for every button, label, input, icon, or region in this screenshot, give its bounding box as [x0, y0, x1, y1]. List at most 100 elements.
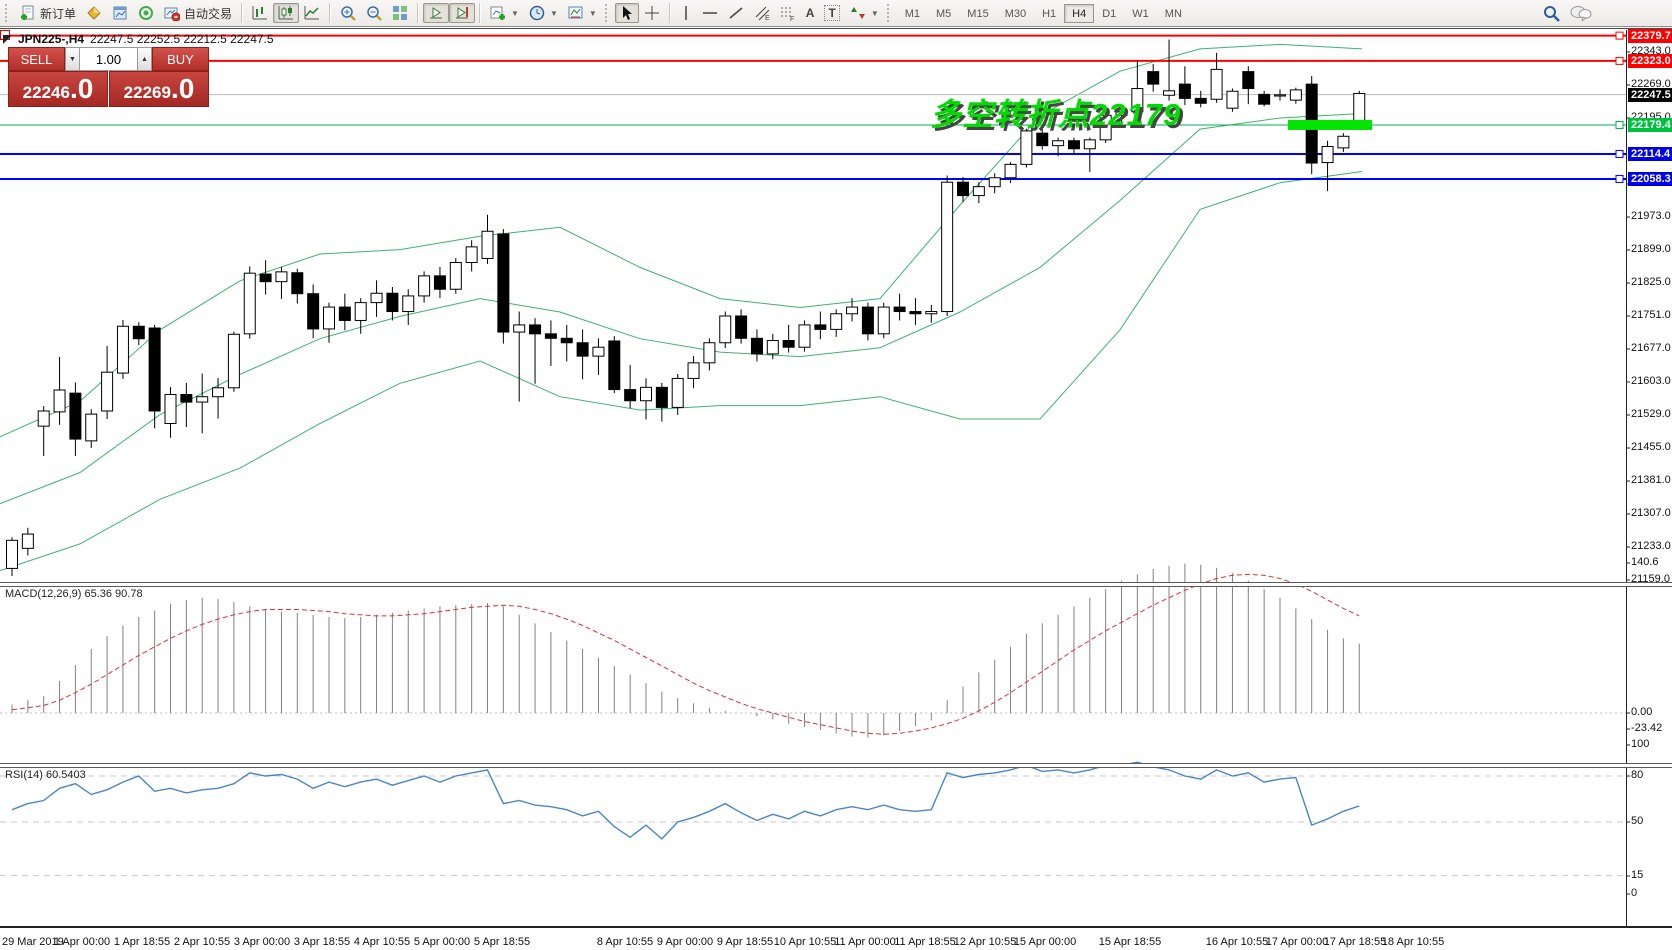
volume-decrease-button[interactable]: ▼ — [65, 47, 80, 71]
buy-price-box[interactable]: 22269.0 — [109, 71, 209, 107]
main-toolbar: 新订单 — [0, 0, 1672, 27]
tile-windows-button[interactable] — [387, 3, 413, 23]
candle-bullish — [418, 275, 431, 297]
chat-icon[interactable] — [1570, 5, 1592, 21]
candle-bullish — [1289, 89, 1302, 101]
candle-bearish — [291, 272, 304, 295]
chart-canvas[interactable] — [0, 29, 1672, 950]
text-tool[interactable]: A — [801, 3, 820, 23]
toolbar-grip[interactable] — [5, 4, 12, 22]
periods-button[interactable]: ▼ — [524, 3, 563, 23]
candle-bullish — [988, 177, 1001, 188]
price-axis-label: 22269.0 — [1631, 77, 1671, 90]
candle-bullish — [877, 306, 890, 335]
zoom-in-button[interactable] — [335, 3, 361, 23]
price-level-badge: 22179.4 — [1628, 117, 1672, 132]
candle-bullish — [830, 313, 843, 330]
text-tool-icon: A — [805, 6, 815, 20]
candle-bearish — [608, 340, 621, 391]
horizontal-line-tool[interactable] — [697, 3, 723, 23]
level-end-marker — [1615, 149, 1624, 158]
templates-button[interactable]: ▼ — [563, 3, 602, 23]
price-axis-label: 21455.0 — [1631, 440, 1671, 453]
auto-scroll-button[interactable] — [423, 3, 450, 23]
chart-shift-icon — [456, 7, 469, 19]
time-axis[interactable]: 29 Mar 2019 1 Apr 00:00 1 Apr 18:55 2 Apr 1… — [0, 928, 1672, 950]
fibonacci-tool[interactable]: F — [775, 3, 801, 23]
time-axis-label: 11 Apr 18:55 — [894, 936, 956, 948]
chart-window[interactable]: JPN225-,H4 22247.5 22252.5 22212.5 22247… — [0, 28, 1672, 950]
indicators-button[interactable]: ▼ — [485, 3, 524, 23]
time-axis-border — [0, 926, 1672, 928]
price-axis-label: 21381.0 — [1631, 473, 1671, 486]
sell-button[interactable]: SELL — [8, 47, 65, 71]
toolbar-grip[interactable] — [604, 4, 612, 22]
price-level-badge: 22247.5 — [1628, 87, 1672, 102]
timeframe-button-m30[interactable]: M30 — [1004, 7, 1027, 20]
candle-bullish — [1226, 90, 1239, 109]
time-axis-label: 2 Apr 10:55 — [173, 936, 231, 948]
ohlc-values: 22247.5 22252.5 22212.5 22247.5 — [90, 32, 274, 46]
candle-bullish — [164, 393, 177, 424]
candle-bullish — [227, 333, 240, 389]
market-watch-icon — [87, 6, 101, 20]
chart-shift-button[interactable] — [449, 3, 476, 23]
candlestick-chart-button[interactable] — [273, 3, 300, 23]
candle-bearish — [782, 340, 795, 348]
timeframe-button-h4[interactable]: H4 — [1064, 3, 1095, 23]
candle-bullish — [1115, 111, 1128, 116]
pane-separator[interactable] — [0, 582, 1672, 587]
candle-bullish — [402, 295, 415, 313]
cursor-tool-button[interactable] — [614, 3, 639, 23]
candle-bullish — [21, 533, 34, 549]
svg-text:F: F — [790, 16, 794, 21]
sell-price-box[interactable]: 22246.0 — [8, 71, 108, 107]
time-axis-label: 16 Apr 10:55 — [1205, 936, 1269, 948]
buy-button[interactable]: BUY — [152, 47, 209, 71]
rsi-axis-label: 15 — [1631, 869, 1644, 881]
market-watch-button[interactable] — [81, 3, 107, 23]
crosshair-tool-button[interactable] — [639, 3, 665, 23]
equidistant-channel-tool[interactable]: E — [749, 3, 775, 23]
rsi-indicator-label: RSI(14) 60.5403 — [5, 769, 86, 781]
time-axis-label: 4 Apr 10:55 — [353, 936, 411, 948]
candle-bullish — [449, 261, 462, 290]
time-axis-label: 8 Apr 10:55 — [596, 936, 654, 948]
bar-chart-button[interactable] — [247, 3, 273, 23]
timeframe-button-m5[interactable]: M5 — [936, 7, 952, 20]
timeframe-button-m1[interactable]: M1 — [904, 7, 921, 20]
trendline-tool[interactable] — [723, 3, 749, 23]
price-axis-line[interactable] — [1626, 30, 1627, 926]
volume-input[interactable] — [80, 47, 137, 71]
search-icon[interactable] — [1543, 5, 1560, 22]
timeframe-button-m15[interactable]: M15 — [967, 7, 989, 20]
pane-separator[interactable] — [0, 763, 1672, 768]
autotrading-button[interactable]: 自动交易 — [159, 3, 237, 23]
signals-button[interactable] — [133, 3, 159, 23]
timeframe-button-w1[interactable]: W1 — [1132, 7, 1149, 20]
toolbar-grip[interactable] — [886, 4, 894, 22]
candle-bearish — [1036, 132, 1049, 147]
line-chart-button[interactable] — [299, 3, 325, 23]
chart-annotation-text[interactable]: 多空转折点22179 — [930, 96, 1182, 132]
time-axis-label: 5 Apr 18:55 — [473, 936, 531, 948]
candle-bullish — [1052, 140, 1065, 147]
toolbar-separator — [479, 3, 482, 23]
vertical-line-tool[interactable] — [675, 3, 697, 23]
macd-axis-label: -23.42 — [1631, 722, 1663, 734]
candle-bearish — [560, 337, 573, 344]
arrows-tool[interactable]: ▼ — [845, 3, 884, 23]
macd-axis-label: 140.6 — [1631, 556, 1659, 568]
new-order-button[interactable]: 新订单 — [15, 3, 81, 23]
price-axis-label: 21603.0 — [1631, 374, 1671, 387]
timeframe-button-mn[interactable]: MN — [1164, 7, 1182, 20]
timeframe-button-d1[interactable]: D1 — [1102, 7, 1117, 20]
zoom-out-button[interactable] — [361, 3, 387, 23]
price-axis-label: 21233.0 — [1631, 539, 1671, 552]
new-chart-button[interactable] — [107, 3, 133, 23]
arrows-icon — [850, 7, 865, 19]
text-label-tool[interactable]: T — [819, 3, 844, 23]
turning-point-highlight-bar — [1288, 119, 1372, 130]
timeframe-button-h1[interactable]: H1 — [1042, 7, 1057, 20]
volume-increase-button[interactable]: ▲ — [137, 47, 152, 71]
